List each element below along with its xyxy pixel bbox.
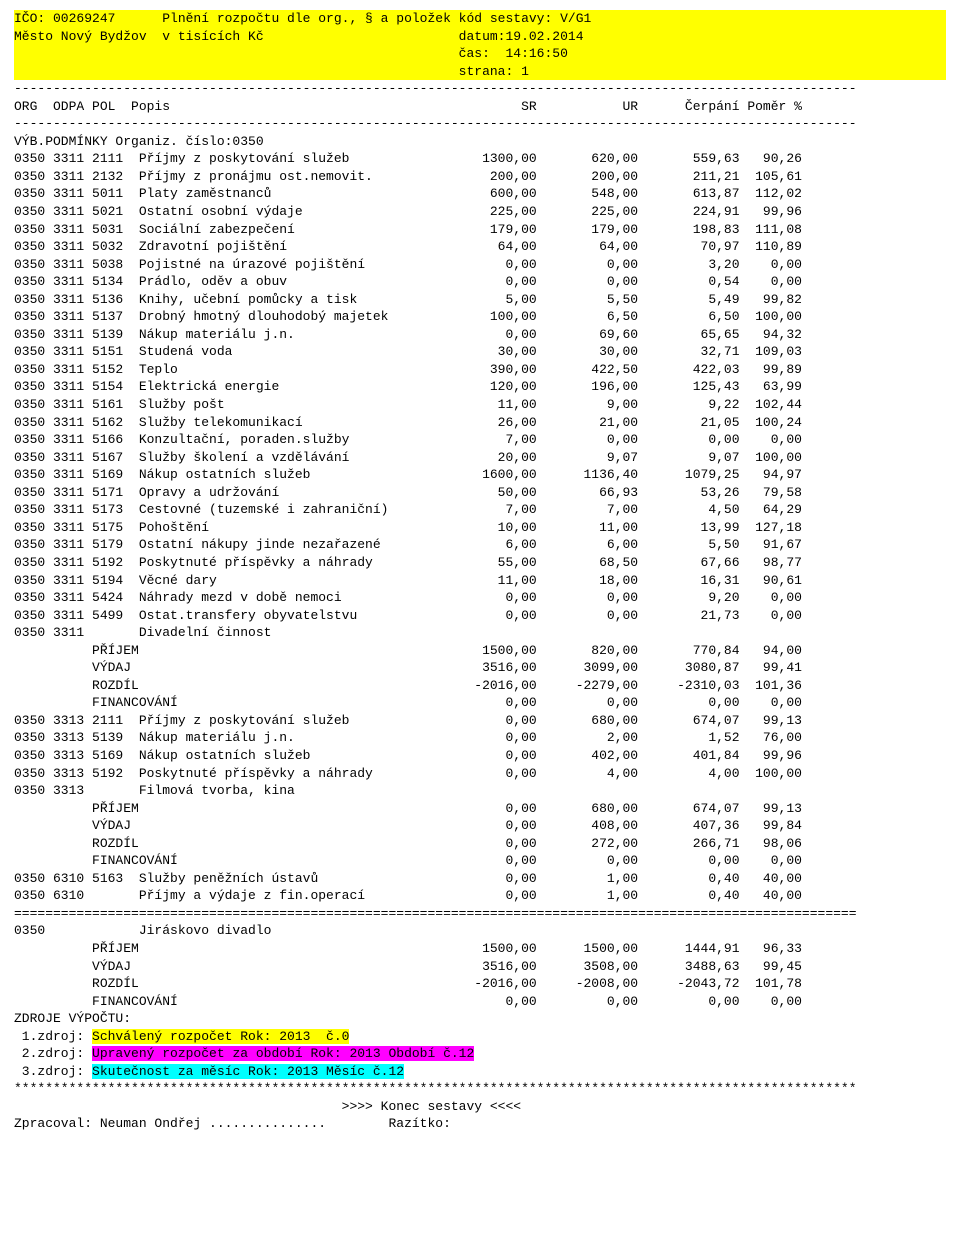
- data-row-16: 0350 3311 5166 Konzultační, poraden.služ…: [14, 431, 946, 449]
- data-row-29: VÝDAJ 3516,00 3099,00 3080,87 99,41: [14, 659, 946, 677]
- data-row-8: 0350 3311 5136 Knihy, učební pomůcky a t…: [14, 291, 946, 309]
- data-row-31: FINANCOVÁNÍ 0,00 0,00 0,00 0,00: [14, 694, 946, 712]
- divider-star: ****************************************…: [14, 1080, 946, 1098]
- data-row-24: 0350 3311 5194 Věcné dary 11,00 18,00 16…: [14, 572, 946, 590]
- header-line-3: čas: 14:16:50: [14, 45, 946, 63]
- data-row-10: 0350 3311 5139 Nákup materiálu j.n. 0,00…: [14, 326, 946, 344]
- data-row-19: 0350 3311 5171 Opravy a udržování 50,00 …: [14, 484, 946, 502]
- data-row-23: 0350 3311 5192 Poskytnuté příspěvky a ná…: [14, 554, 946, 572]
- data-row-30: ROZDÍL -2016,00 -2279,00 -2310,03 101,36: [14, 677, 946, 695]
- data-row-13: 0350 3311 5154 Elektrická energie 120,00…: [14, 378, 946, 396]
- data-row-21: 0350 3311 5175 Pohoštění 10,00 11,00 13,…: [14, 519, 946, 537]
- data-row-6: 0350 3311 5038 Pojistné na úrazové pojiš…: [14, 256, 946, 274]
- footer-line: Zpracoval: Neuman Ondřej ...............…: [14, 1115, 946, 1133]
- divider-dash: ----------------------------------------…: [14, 115, 946, 133]
- end-marker: >>>> Konec sestavy <<<<: [14, 1098, 946, 1116]
- divider-eq: ========================================…: [14, 905, 946, 923]
- data-row-7: 0350 3311 5134 Prádlo, oděv a obuv 0,00 …: [14, 273, 946, 291]
- data-row-38: VÝDAJ 0,00 408,00 407,36 99,84: [14, 817, 946, 835]
- report-body: IČO: 00269247 Plnění rozpočtu dle org., …: [14, 10, 946, 1133]
- summary-title: 0350 Jiráskovo divadlo: [14, 922, 946, 940]
- data-row-20: 0350 3311 5173 Cestovné (tuzemské i zahr…: [14, 501, 946, 519]
- data-row-39: ROZDÍL 0,00 272,00 266,71 98,06: [14, 835, 946, 853]
- data-row-42: 0350 6310 Příjmy a výdaje z fin.operací …: [14, 887, 946, 905]
- data-row-34: 0350 3313 5169 Nákup ostatních služeb 0,…: [14, 747, 946, 765]
- data-row-5: 0350 3311 5032 Zdravotní pojištění 64,00…: [14, 238, 946, 256]
- column-header: ORG ODPA POL Popis SR UR Čerpání Poměr %: [14, 98, 946, 116]
- data-row-26: 0350 3311 5499 Ostat.transfery obyvatels…: [14, 607, 946, 625]
- data-row-33: 0350 3313 5139 Nákup materiálu j.n. 0,00…: [14, 729, 946, 747]
- data-row-35: 0350 3313 5192 Poskytnuté příspěvky a ná…: [14, 765, 946, 783]
- data-row-32: 0350 3313 2111 Příjmy z poskytování služ…: [14, 712, 946, 730]
- summary-row-0: PŘÍJEM 1500,00 1500,00 1444,91 96,33: [14, 940, 946, 958]
- zdroj-2: 2.zdroj: Upravený rozpočet za období Rok…: [14, 1045, 946, 1063]
- header-line-1: IČO: 00269247 Plnění rozpočtu dle org., …: [14, 10, 946, 28]
- data-row-1: 0350 3311 2132 Příjmy z pronájmu ost.nem…: [14, 168, 946, 186]
- data-row-25: 0350 3311 5424 Náhrady mezd v době nemoc…: [14, 589, 946, 607]
- data-row-12: 0350 3311 5152 Teplo 390,00 422,50 422,0…: [14, 361, 946, 379]
- data-row-2: 0350 3311 5011 Platy zaměstnanců 600,00 …: [14, 185, 946, 203]
- summary-row-1: VÝDAJ 3516,00 3508,00 3488,63 99,45: [14, 958, 946, 976]
- data-row-11: 0350 3311 5151 Studená voda 30,00 30,00 …: [14, 343, 946, 361]
- data-row-18: 0350 3311 5169 Nákup ostatních služeb 16…: [14, 466, 946, 484]
- data-row-0: 0350 3311 2111 Příjmy z poskytování služ…: [14, 150, 946, 168]
- data-row-4: 0350 3311 5031 Sociální zabezpečení 179,…: [14, 221, 946, 239]
- zdroj-1: 1.zdroj: Schválený rozpočet Rok: 2013 č.…: [14, 1028, 946, 1046]
- zdroje-title: ZDROJE VÝPOČTU:: [14, 1010, 946, 1028]
- zdroj-3: 3.zdroj: Skutečnost za měsíc Rok: 2013 M…: [14, 1063, 946, 1081]
- data-row-14: 0350 3311 5161 Služby pošt 11,00 9,00 9,…: [14, 396, 946, 414]
- summary-row-2: ROZDÍL -2016,00 -2008,00 -2043,72 101,78: [14, 975, 946, 993]
- data-row-40: FINANCOVÁNÍ 0,00 0,00 0,00 0,00: [14, 852, 946, 870]
- data-row-22: 0350 3311 5179 Ostatní nákupy jinde neza…: [14, 536, 946, 554]
- filter-line: VÝB.PODMÍNKY Organiz. číslo:0350: [14, 133, 946, 151]
- data-row-3: 0350 3311 5021 Ostatní osobní výdaje 225…: [14, 203, 946, 221]
- data-row-27: 0350 3311 Divadelní činnost: [14, 624, 946, 642]
- header-line-2: Město Nový Bydžov v tisících Kč datum:19…: [14, 28, 946, 46]
- data-row-17: 0350 3311 5167 Služby školení a vzdělává…: [14, 449, 946, 467]
- data-row-9: 0350 3311 5137 Drobný hmotný dlouhodobý …: [14, 308, 946, 326]
- data-row-36: 0350 3313 Filmová tvorba, kina: [14, 782, 946, 800]
- divider-dash: ----------------------------------------…: [14, 80, 946, 98]
- data-row-37: PŘÍJEM 0,00 680,00 674,07 99,13: [14, 800, 946, 818]
- data-row-41: 0350 6310 5163 Služby peněžních ústavů 0…: [14, 870, 946, 888]
- data-row-28: PŘÍJEM 1500,00 820,00 770,84 94,00: [14, 642, 946, 660]
- summary-row-3: FINANCOVÁNÍ 0,00 0,00 0,00 0,00: [14, 993, 946, 1011]
- header-line-4: strana: 1: [14, 63, 946, 81]
- data-row-15: 0350 3311 5162 Služby telekomunikací 26,…: [14, 414, 946, 432]
